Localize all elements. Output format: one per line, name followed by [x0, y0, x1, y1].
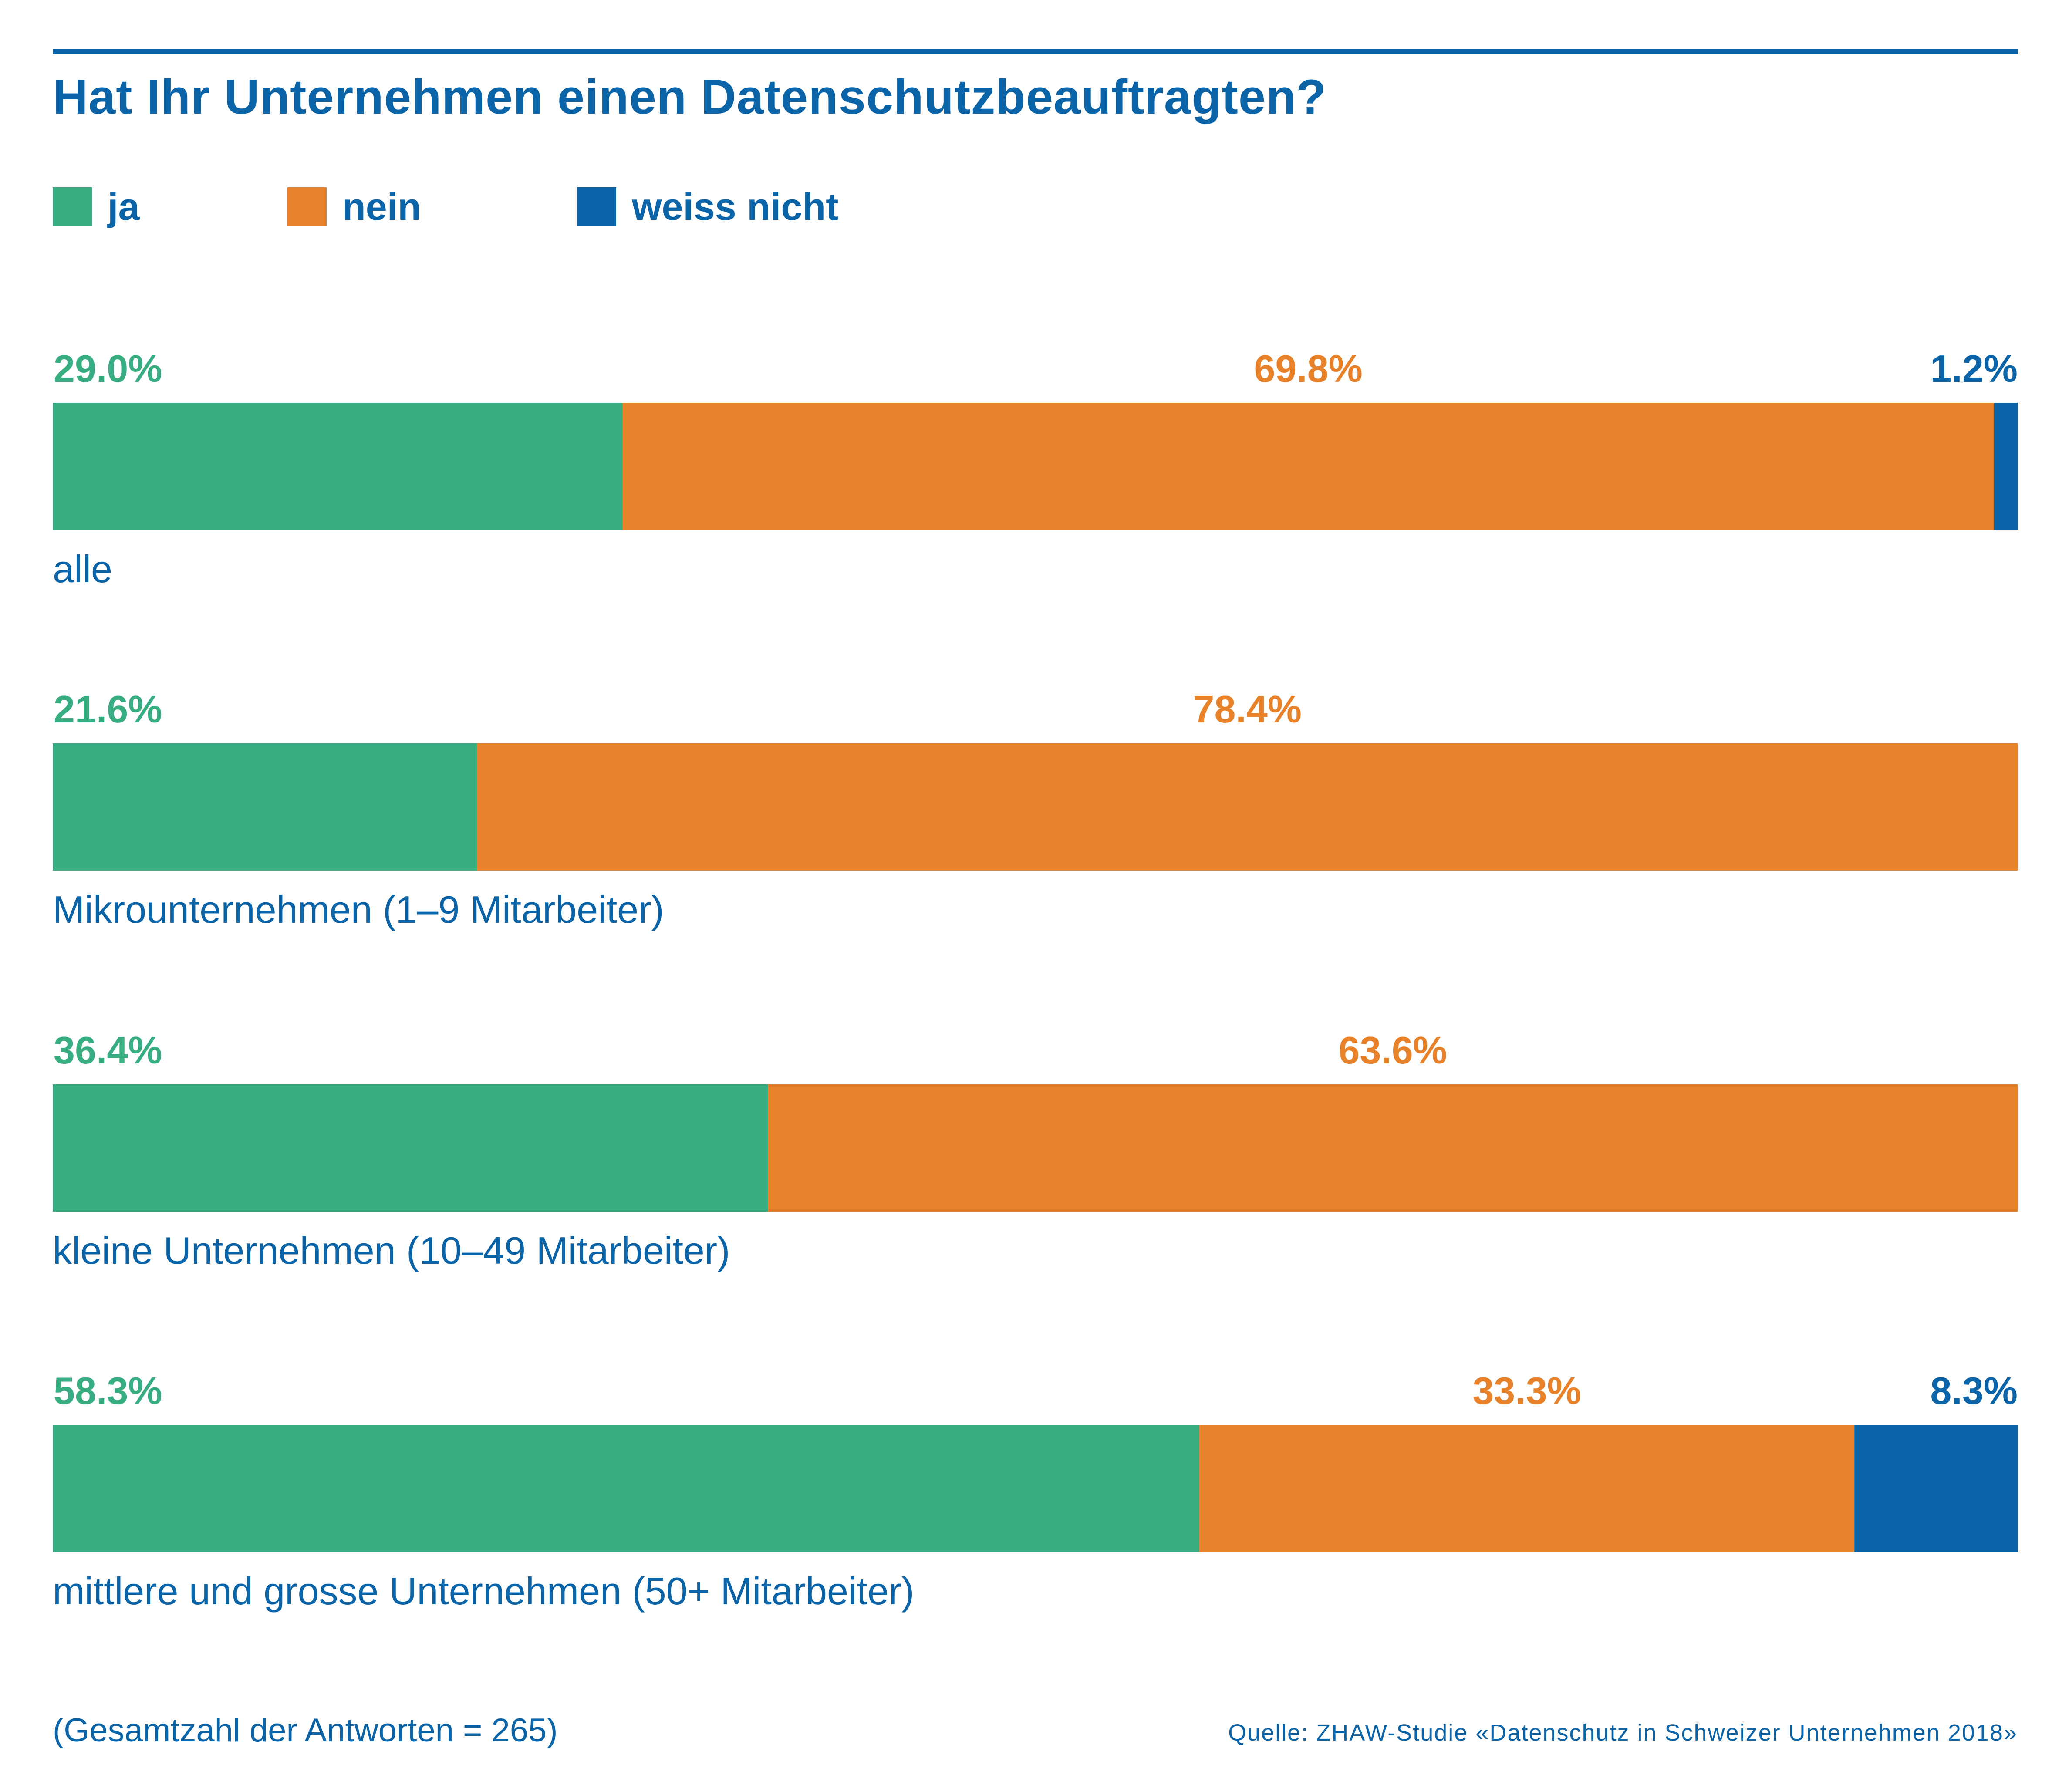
value-label-nein-2: 63.6% [1338, 1029, 1447, 1072]
value-label-ja-0: 29.0% [54, 347, 162, 390]
category-label-2: kleine Unternehmen (10–49 Mitarbeiter) [53, 1229, 730, 1272]
bar-segment-nein-3 [1199, 1425, 1855, 1552]
legend-label-ja: ja [108, 185, 140, 228]
value-label-ja-3: 58.3% [54, 1369, 162, 1412]
legend-swatch-weiss-nicht [577, 187, 616, 226]
legend-label-weiss-nicht: weiss nicht [632, 185, 839, 228]
top-rule [53, 49, 2018, 54]
legend-item-nein: nein [287, 185, 421, 228]
value-label-nein-1: 78.4% [1193, 688, 1302, 731]
value-label-weiss-nicht-0: 1.2% [1930, 347, 2018, 390]
bar-segment-ja-2 [53, 1084, 768, 1212]
value-label-ja-2: 36.4% [54, 1029, 162, 1072]
bar-segment-weiss-nicht-3 [1854, 1425, 2018, 1552]
source-note: Quelle: ZHAW-Studie «Datenschutz in Schw… [1228, 1720, 2018, 1746]
bar-segment-nein-2 [768, 1084, 2018, 1212]
chart-title: Hat Ihr Unternehmen einen Datenschutzbea… [53, 70, 1327, 124]
category-label-1: Mikrounternehmen (1–9 Mitarbeiter) [53, 888, 664, 931]
bar-segment-ja-3 [53, 1425, 1200, 1552]
category-label-0: alle [53, 547, 112, 591]
value-label-ja-1: 21.6% [54, 688, 162, 731]
legend-label-nein: nein [342, 185, 421, 228]
bar-segment-ja-1 [53, 743, 477, 871]
bar-segment-weiss-nicht-0 [1994, 403, 2018, 530]
category-label-3: mittlere und grosse Unternehmen (50+ Mit… [53, 1569, 914, 1613]
bar-segment-nein-1 [477, 743, 2018, 871]
bar-segment-ja-0 [53, 403, 623, 530]
legend-swatch-nein [287, 187, 327, 226]
footnote: (Gesamtzahl der Antworten = 265) [53, 1712, 558, 1749]
legend-item-ja: ja [53, 185, 140, 228]
legend-swatch-ja [53, 187, 92, 226]
value-label-nein-0: 69.8% [1254, 347, 1363, 390]
legend-item-weiss-nicht: weiss nicht [577, 185, 839, 228]
value-label-nein-3: 33.3% [1472, 1369, 1581, 1412]
bar-segment-nein-0 [622, 403, 1994, 530]
value-label-weiss-nicht-3: 8.3% [1930, 1369, 2018, 1412]
